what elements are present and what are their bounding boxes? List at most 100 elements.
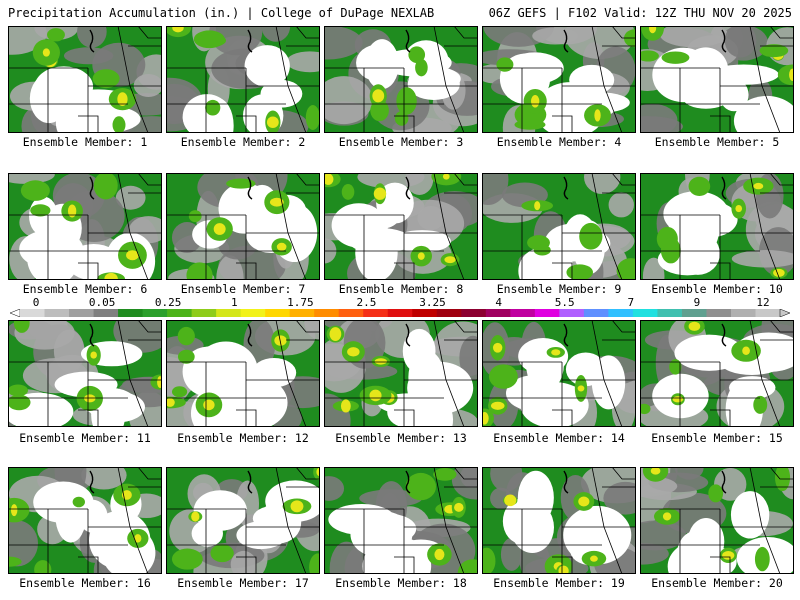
ensemble-map-panel (640, 467, 794, 574)
member-caption: Ensemble Member: 20 (651, 576, 783, 590)
colorbar-tick-label: 3.25 (419, 296, 446, 309)
colorbar-swatch (436, 309, 462, 317)
colorbar-tick-label: 0 (32, 296, 40, 309)
colorbar-swatch (485, 309, 511, 317)
ensemble-map-panel (640, 173, 794, 280)
member-caption: Ensemble Member: 6 (22, 282, 148, 296)
member-caption: Ensemble Member: 2 (180, 135, 306, 149)
precip-map (8, 26, 162, 133)
colorbar-tick-label: 9 (693, 296, 701, 309)
ensemble-map-panel (482, 320, 636, 427)
precip-map (324, 26, 478, 133)
colorbar-swatch (559, 309, 585, 317)
colorbar-swatch (583, 309, 609, 317)
precip-map (482, 320, 636, 427)
member-caption: Ensemble Member: 8 (338, 282, 464, 296)
ensemble-map-panel (324, 173, 478, 280)
member-caption: Ensemble Member: 3 (338, 135, 464, 149)
precip-map (324, 320, 478, 427)
member-caption: Ensemble Member: 14 (493, 431, 625, 445)
member-caption: Ensemble Member: 1 (22, 135, 148, 149)
colorbar-tick-label: 2.5 (356, 296, 377, 309)
colorbar-swatch (314, 309, 340, 317)
colorbar-tick-label: 4 (495, 296, 502, 309)
member-caption: Ensemble Member: 10 (651, 282, 783, 296)
member-caption: Ensemble Member: 16 (19, 576, 151, 590)
colorbar-swatch (755, 309, 781, 317)
colorbar-swatch (265, 309, 291, 317)
ensemble-map-panel (324, 467, 478, 574)
colorbar-tick-label: 7 (627, 296, 635, 309)
ensemble-map-panel (166, 173, 320, 280)
ensemble-map-panel (166, 26, 320, 133)
colorbar-end (779, 309, 790, 317)
ensemble-map-panel (324, 26, 478, 133)
member-caption: Ensemble Member: 11 (19, 431, 151, 445)
ensemble-map-panel (324, 320, 478, 427)
colorbar-tick-label: 1 (230, 296, 238, 309)
ensemble-map-panel (640, 26, 794, 133)
member-caption: Ensemble Member: 13 (335, 431, 467, 445)
precip-map (166, 26, 320, 133)
colorbar-swatch (510, 309, 536, 317)
colorbar-swatch (387, 309, 413, 317)
colorbar-swatch (461, 309, 487, 317)
precip-map (324, 173, 478, 280)
precip-colorbar (10, 309, 790, 317)
precip-map (324, 467, 478, 574)
colorbar-swatch (142, 309, 168, 317)
run-valid-time: 06Z GEFS | F102 Valid: 12Z THU NOV 20 20… (488, 6, 792, 20)
member-caption: Ensemble Member: 5 (654, 135, 780, 149)
ensemble-map-panel (8, 467, 162, 574)
precip-map (482, 173, 636, 280)
member-caption: Ensemble Member: 12 (177, 431, 309, 445)
colorbar-swatch (338, 309, 364, 317)
colorbar-swatch (44, 309, 70, 317)
colorbar-swatch (216, 309, 242, 317)
member-caption: Ensemble Member: 15 (651, 431, 783, 445)
colorbar-swatch (632, 309, 658, 317)
member-caption: Ensemble Member: 18 (335, 576, 467, 590)
colorbar-swatch (608, 309, 634, 317)
colorbar-swatch (681, 309, 707, 317)
colorbar-swatch (191, 309, 217, 317)
colorbar-swatch (289, 309, 315, 317)
precip-map (640, 467, 794, 574)
precip-map (8, 467, 162, 574)
ensemble-map-panel (482, 26, 636, 133)
ensemble-map-panel (482, 173, 636, 280)
precip-map (166, 320, 320, 427)
precip-map (640, 173, 794, 280)
colorbar-swatch (69, 309, 95, 317)
ensemble-map-panel (640, 320, 794, 427)
precip-map (8, 173, 162, 280)
colorbar-tick-label: 0.25 (154, 296, 182, 309)
colorbar-swatch (706, 309, 732, 317)
colorbar-tick-label: 5.5 (554, 296, 575, 309)
ensemble-map-panel (482, 467, 636, 574)
colorbar-swatch (534, 309, 560, 317)
precip-map (8, 320, 162, 427)
precip-map (166, 173, 320, 280)
ensemble-map-panel (166, 320, 320, 427)
colorbar-swatch (412, 309, 438, 317)
ensemble-map-panel (8, 173, 162, 280)
precip-map (482, 26, 636, 133)
member-caption: Ensemble Member: 7 (180, 282, 306, 296)
member-caption: Ensemble Member: 9 (496, 282, 622, 296)
colorbar-swatch (657, 309, 683, 317)
colorbar-end (10, 309, 21, 317)
member-caption: Ensemble Member: 4 (496, 135, 622, 149)
precip-map (166, 467, 320, 574)
colorbar-tick-label: 12 (756, 296, 770, 309)
colorbar-swatch (20, 309, 46, 317)
ensemble-map-panel (166, 467, 320, 574)
chart-title: Precipitation Accumulation (in.) | Colle… (8, 6, 435, 20)
ensemble-map-panel (8, 320, 162, 427)
precip-map (482, 467, 636, 574)
member-caption: Ensemble Member: 17 (177, 576, 309, 590)
colorbar-swatch (363, 309, 389, 317)
ensemble-map-panel (8, 26, 162, 133)
colorbar-swatch (93, 309, 119, 317)
precip-map (640, 26, 794, 133)
